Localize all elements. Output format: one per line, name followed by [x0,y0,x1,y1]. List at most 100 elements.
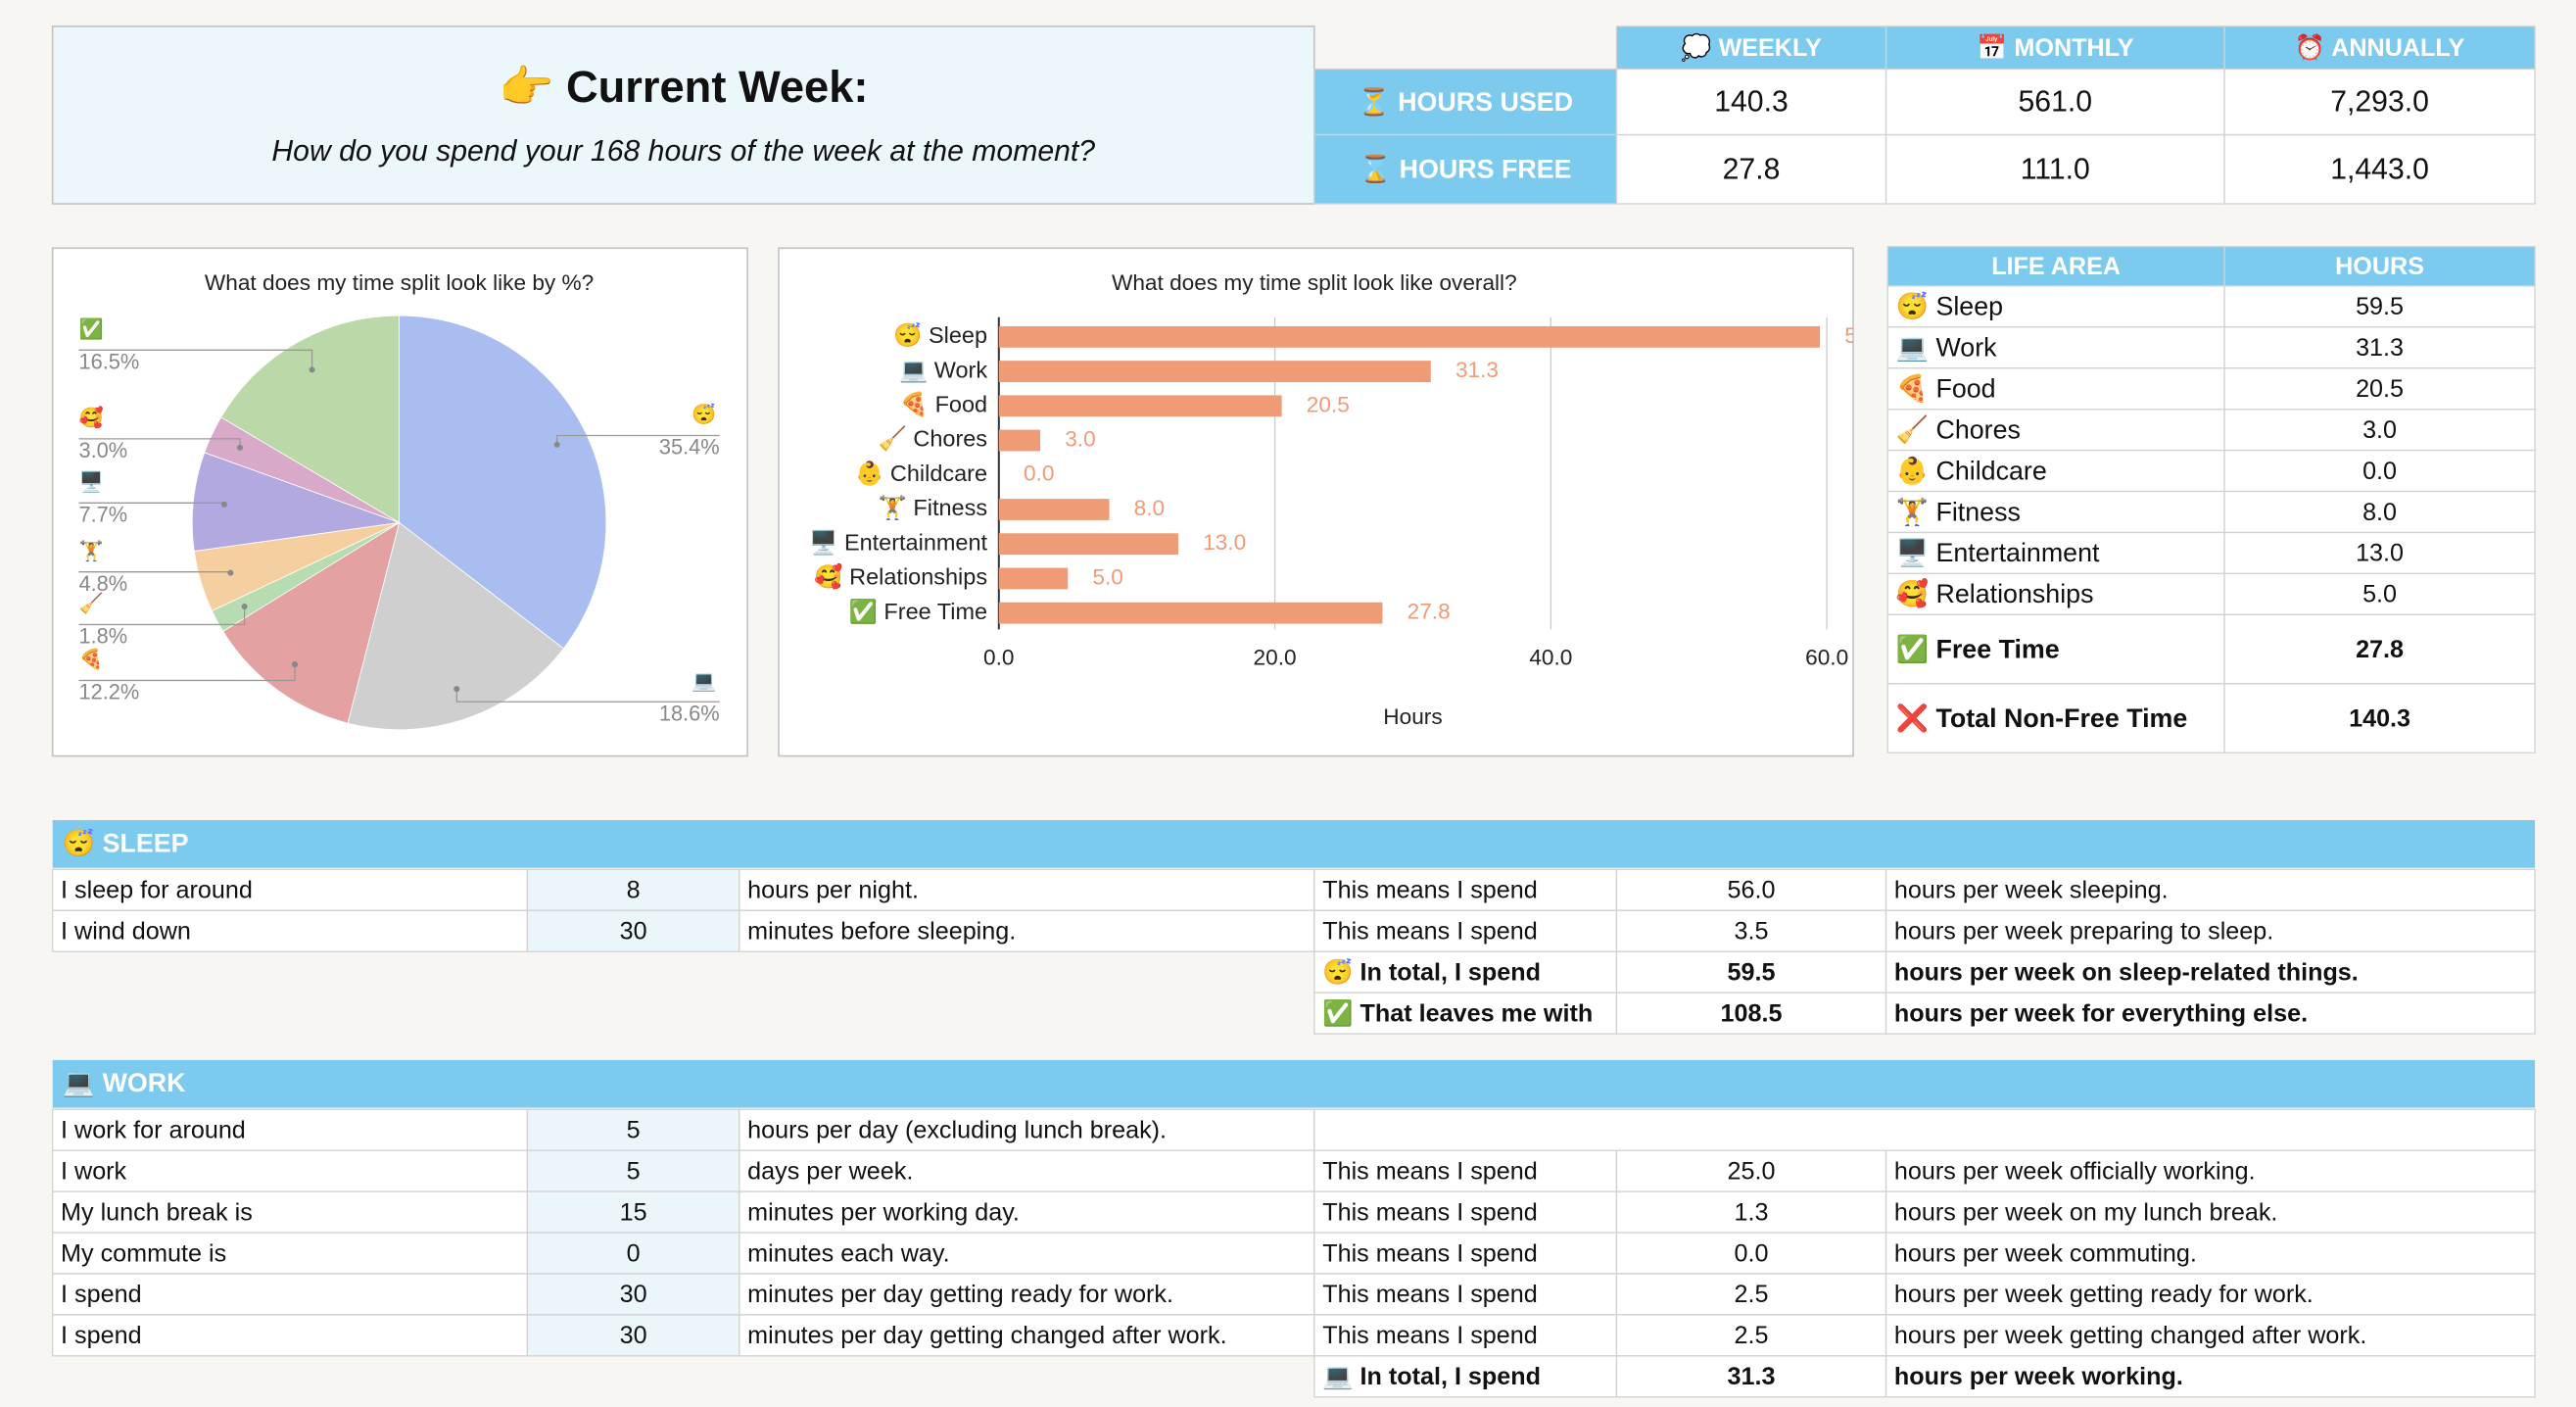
cell-text: 59.5 [2356,293,2404,320]
header-subtitle: How do you spend your 168 hours of the w… [271,135,1095,168]
pie-value-label: 16.5% [79,349,140,373]
cell-text: minutes each way. [747,1239,949,1267]
bar [998,602,1383,624]
cell-text: 27.8 [2356,636,2404,663]
cell-text: I work for around [61,1117,246,1144]
cell-text: 13.0 [2356,540,2404,567]
column-header-text: 💭 WEEKLY [1681,32,1822,63]
cell-text: 1.3 [1735,1198,1769,1226]
pie-value-label: 3.0% [79,438,128,462]
bar [998,395,1282,417]
bar [998,567,1069,590]
cell [2223,683,2536,753]
cell [1884,950,2536,994]
cell [1615,1314,1887,1357]
cell-text: 27.8 [1723,153,1781,185]
cell-text: 111.0 [2021,153,2090,185]
cell-text: minutes per working day. [747,1198,1020,1226]
row-header-text: ⏳ HOURS USED [1358,86,1573,117]
cell-text: hours per week on my lunch break. [1894,1198,2278,1226]
bar-value-label: 27.8 [1407,600,1451,624]
bar-value-label: 5.0 [1092,564,1122,589]
leader-dot [292,661,299,668]
cell [1884,1149,2536,1192]
cell-text: 140.3 [1714,86,1789,119]
cell [1615,133,1887,205]
y-tick-label: 💻 Work [899,357,987,383]
cell [739,868,1315,911]
cell [739,909,1315,952]
leader-dot [553,441,560,448]
cell-text: 15 [620,1198,647,1226]
chart-title: What does my time split look like by %? [205,270,594,295]
cell [1615,1149,1887,1192]
cell-text: 0.0 [1735,1239,1769,1267]
bar [998,499,1110,520]
section-header [52,1059,2536,1108]
cell-text: hours per week sleeping. [1894,877,2169,904]
cell [1886,683,2225,753]
cell [739,1314,1315,1357]
column-header [2223,245,2536,287]
pie-label: 😴 [692,403,716,426]
cell [1313,1355,1618,1398]
cell [1884,68,2225,136]
row-header-text: ⌛ HOURS FREE [1360,154,1572,184]
y-tick-label: 🖥️ Entertainment [809,528,987,556]
column-header-text: 📅 MONTHLY [1977,33,2134,62]
pie-label: 🏋️ [79,539,104,562]
cell [526,909,740,952]
leader-line [78,349,313,370]
cell [52,1314,529,1357]
x-tick-label: 60.0 [1805,646,1848,670]
section-header [52,820,2536,868]
cell-text: minutes per day getting changed after wo… [747,1322,1226,1349]
cell-text: 🖥️ Entertainment [1896,537,2100,567]
cell [1615,1190,1887,1234]
cell-text: 3.0 [2362,416,2397,444]
cell-text: hours per week on sleep-related things. [1894,958,2359,986]
bar [998,533,1178,556]
cell [2223,572,2536,616]
cell [1886,326,2225,369]
cell [1884,992,2536,1035]
cell [52,1190,529,1234]
pie-value-label: 4.8% [79,571,128,596]
cell [1313,909,1618,952]
pie-value-label: 12.2% [79,680,140,704]
column-header [1615,25,1887,71]
cell-text: This means I spend [1322,877,1538,904]
leader-dot [237,444,244,451]
bar [998,325,1821,348]
cell-text: ✅ That leaves me with [1322,998,1593,1027]
section-title: 💻 WORK [63,1068,186,1097]
cell-text: hours per night. [747,877,919,904]
cell-text: 8 [627,877,641,904]
cell [526,1314,740,1357]
pie-label: 🖥️ [79,469,104,493]
cell [1615,992,1887,1035]
column-header-text: HOURS [2335,253,2424,280]
cell-text: 😴 In total, I spend [1322,957,1541,986]
cell-text: This means I spend [1322,918,1538,946]
cell-text: minutes per day getting ready for work. [747,1281,1173,1308]
cell [1313,1232,1618,1275]
cell-text: 🧹 Chores [1896,413,2021,444]
cell [526,1149,740,1192]
y-tick-label: 🧹 Chores [879,425,987,453]
y-tick-label: 🥰 Relationships [814,562,987,591]
cell [1884,1355,2536,1398]
cell-text: 🍕 Food [1896,372,1996,403]
cell-text: 30 [620,1322,647,1349]
pie-slice [191,452,400,553]
cell-text: My commute is [61,1239,226,1267]
bar-value-label: 3.0 [1065,427,1095,452]
cell-text: My lunch break is [61,1198,253,1226]
cell-text: hours per week getting changed after wor… [1894,1322,2366,1349]
pie-value-label: 1.8% [79,624,128,649]
cell-text: 🏋️ Fitness [1896,496,2021,526]
pie-slice [347,521,564,731]
cell [1615,950,1887,994]
cell-text: hours per day (excluding lunch break). [747,1117,1167,1144]
cell-text: hours per week commuting. [1894,1239,2197,1267]
